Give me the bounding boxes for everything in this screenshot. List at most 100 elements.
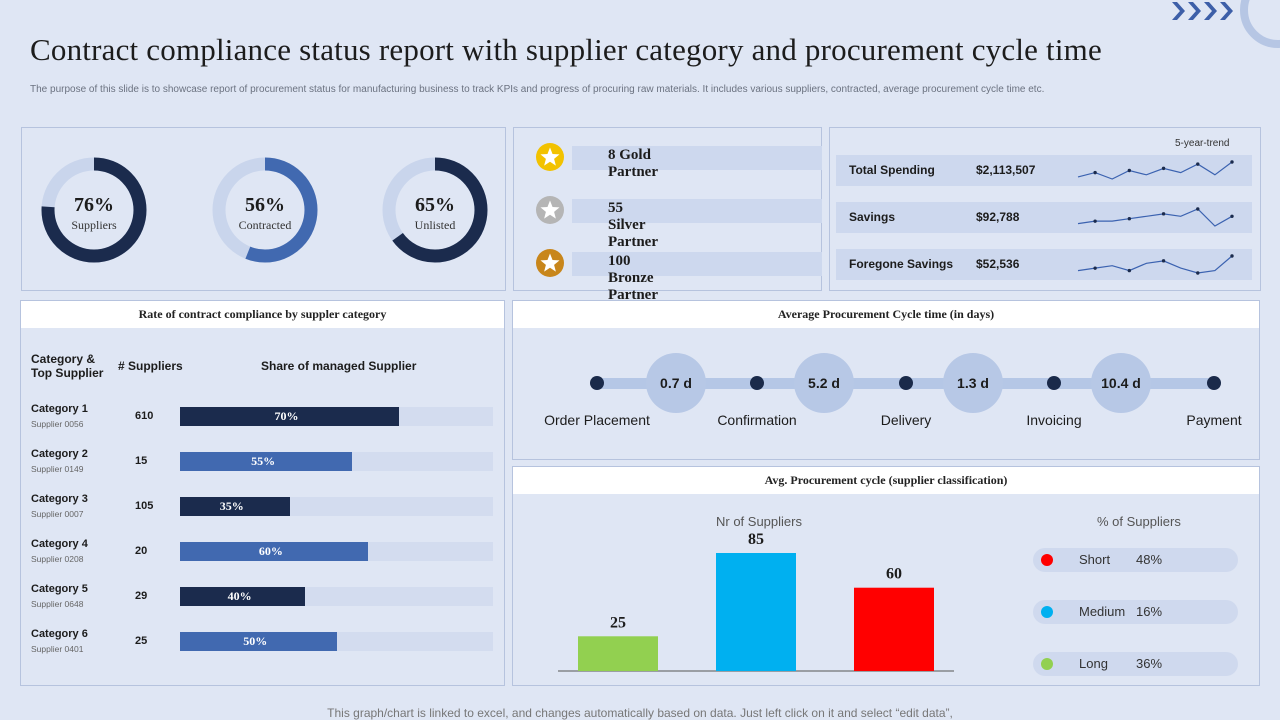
gold-star-icon <box>536 143 564 171</box>
col-category-header: Category & Top Supplier <box>31 352 104 380</box>
sparkline-point <box>1161 259 1166 263</box>
stage-marker <box>750 376 764 390</box>
legend-name: Long <box>1079 656 1108 671</box>
donut-name: Suppliers <box>71 218 117 232</box>
share-bar-track: 70% <box>180 407 493 426</box>
sparkline-point <box>1161 212 1166 216</box>
donut-percent: 76% <box>74 194 114 216</box>
share-bar-fill <box>180 542 368 561</box>
chart-title: Nr of Suppliers <box>716 514 802 529</box>
bronze-star-icon <box>536 249 564 277</box>
donut-percent: 56% <box>245 194 285 216</box>
share-bar-label: 35% <box>219 499 244 513</box>
share-bar-label: 40% <box>227 589 252 603</box>
spending-name: Total Spending <box>849 163 935 177</box>
trend-sparkline <box>1077 254 1234 275</box>
sparkline-point <box>1127 268 1132 273</box>
bar-short <box>854 587 934 671</box>
top-supplier: Supplier 0007 <box>31 509 84 519</box>
spending-name: Foregone Savings <box>849 257 954 271</box>
category-row: Category 4 Supplier 0208 20 60% <box>31 538 501 570</box>
top-supplier: Supplier 0648 <box>31 599 84 609</box>
legend-dot <box>1041 554 1053 566</box>
bar-value-label: 60 <box>886 566 902 583</box>
sparkline-point <box>1093 266 1097 270</box>
decorative-ring-icon <box>1240 0 1280 48</box>
share-bar-track: 50% <box>180 632 493 651</box>
legend-item-medium: Medium 16% <box>1033 600 1238 624</box>
top-supplier: Supplier 0401 <box>31 644 84 654</box>
spending-value: $52,536 <box>976 257 1020 271</box>
donut-chart-unlisted <box>382 157 488 263</box>
stage-marker <box>899 376 913 390</box>
trend-label: 5-year-trend <box>1175 138 1230 149</box>
stage-marker <box>1207 376 1221 390</box>
stage-label: Invoicing <box>1026 412 1082 428</box>
share-bar-fill <box>180 587 306 606</box>
top-supplier: Supplier 0056 <box>31 419 84 429</box>
share-bar-label: 60% <box>258 544 283 558</box>
supplier-count: 15 <box>135 455 148 467</box>
category-name: Category 2 <box>31 448 88 460</box>
category-name: Category 1 <box>31 403 88 415</box>
classification-title: Avg. Procurement cycle (supplier classif… <box>513 467 1259 494</box>
share-bar-track: 55% <box>180 452 493 471</box>
stage-marker <box>1047 376 1061 390</box>
spending-panel: 5-year-trend Total Spending $2,113,507 Sav… <box>829 127 1261 291</box>
category-row: Category 2 Supplier 0149 15 55% <box>31 448 501 480</box>
donut-arc <box>41 157 147 263</box>
donut-chart-contracted <box>212 157 318 263</box>
donut-chart-suppliers <box>41 157 147 263</box>
page-title: Contract compliance status report with s… <box>30 32 1102 67</box>
sparkline-point <box>1196 271 1200 275</box>
bar-medium <box>716 553 796 671</box>
spending-name: Savings <box>849 210 896 224</box>
share-bar-track: 35% <box>180 497 493 516</box>
partner-bar <box>572 146 822 170</box>
share-bar-track: 40% <box>180 587 493 606</box>
share-bar-fill <box>180 452 353 471</box>
silver-star-icon <box>536 196 564 224</box>
sparkline-point <box>1127 168 1132 173</box>
category-row: Category 3 Supplier 0007 105 35% <box>31 493 501 525</box>
trend-sparkline <box>1077 207 1234 227</box>
col-suppliers-header: # Suppliers <box>118 359 183 373</box>
share-bar-track: 60% <box>180 542 493 561</box>
legend-percent: 48% <box>1136 552 1163 567</box>
legend-item-short: Short 48% <box>1033 548 1238 572</box>
duration-circle: 1.3 d <box>943 353 1003 413</box>
legend-item-long: Long 36% <box>1033 652 1238 676</box>
category-name: Category 3 <box>31 493 88 505</box>
top-supplier: Supplier 0208 <box>31 554 84 564</box>
donut-label: 56% Contracted <box>210 194 320 233</box>
sparkline-point <box>1196 162 1200 166</box>
sparkline-point <box>1127 217 1132 221</box>
duration-circle: 10.4 d <box>1091 353 1151 413</box>
spending-value: $92,788 <box>976 210 1020 224</box>
sparkline-point <box>1196 207 1200 211</box>
sparkline-point <box>1230 160 1234 164</box>
category-row: Category 6 Supplier 0401 25 50% <box>31 628 501 660</box>
bar-value-label: 85 <box>748 531 764 548</box>
donut-name: Unlisted <box>414 218 456 232</box>
share-bar-label: 70% <box>274 409 299 423</box>
supplier-count: 610 <box>135 410 154 422</box>
legend-percent: 36% <box>1136 656 1163 671</box>
partner-label: 55 Silver Partner <box>608 200 658 250</box>
compliance-panel: Rate of contract compliance by suppler c… <box>20 300 505 686</box>
donut-percent: 65% <box>415 194 455 216</box>
supplier-count: 20 <box>135 545 148 557</box>
category-row: Category 5 Supplier 0648 29 40% <box>31 583 501 615</box>
classification-panel: Avg. Procurement cycle (supplier classif… <box>512 466 1260 686</box>
supplier-bar-chart: Nr of Suppliers 25 85 60 <box>558 514 954 672</box>
legend-dot <box>1041 658 1053 670</box>
donut-panel: 76% Suppliers 56% Contracted 65% Unlisted <box>21 127 506 291</box>
sparkline-point <box>1093 170 1097 175</box>
partner-label: 8 Gold Partner <box>608 147 658 180</box>
partner-bar <box>572 252 822 276</box>
supplier-count: 105 <box>135 500 154 512</box>
bar-long <box>578 636 658 671</box>
cycle-title: Average Procurement Cycle time (in days) <box>513 301 1259 328</box>
category-name: Category 6 <box>31 628 88 640</box>
partner-panel: 8 Gold Partner 55 Silver Partner 100 Bronz… <box>513 127 822 303</box>
